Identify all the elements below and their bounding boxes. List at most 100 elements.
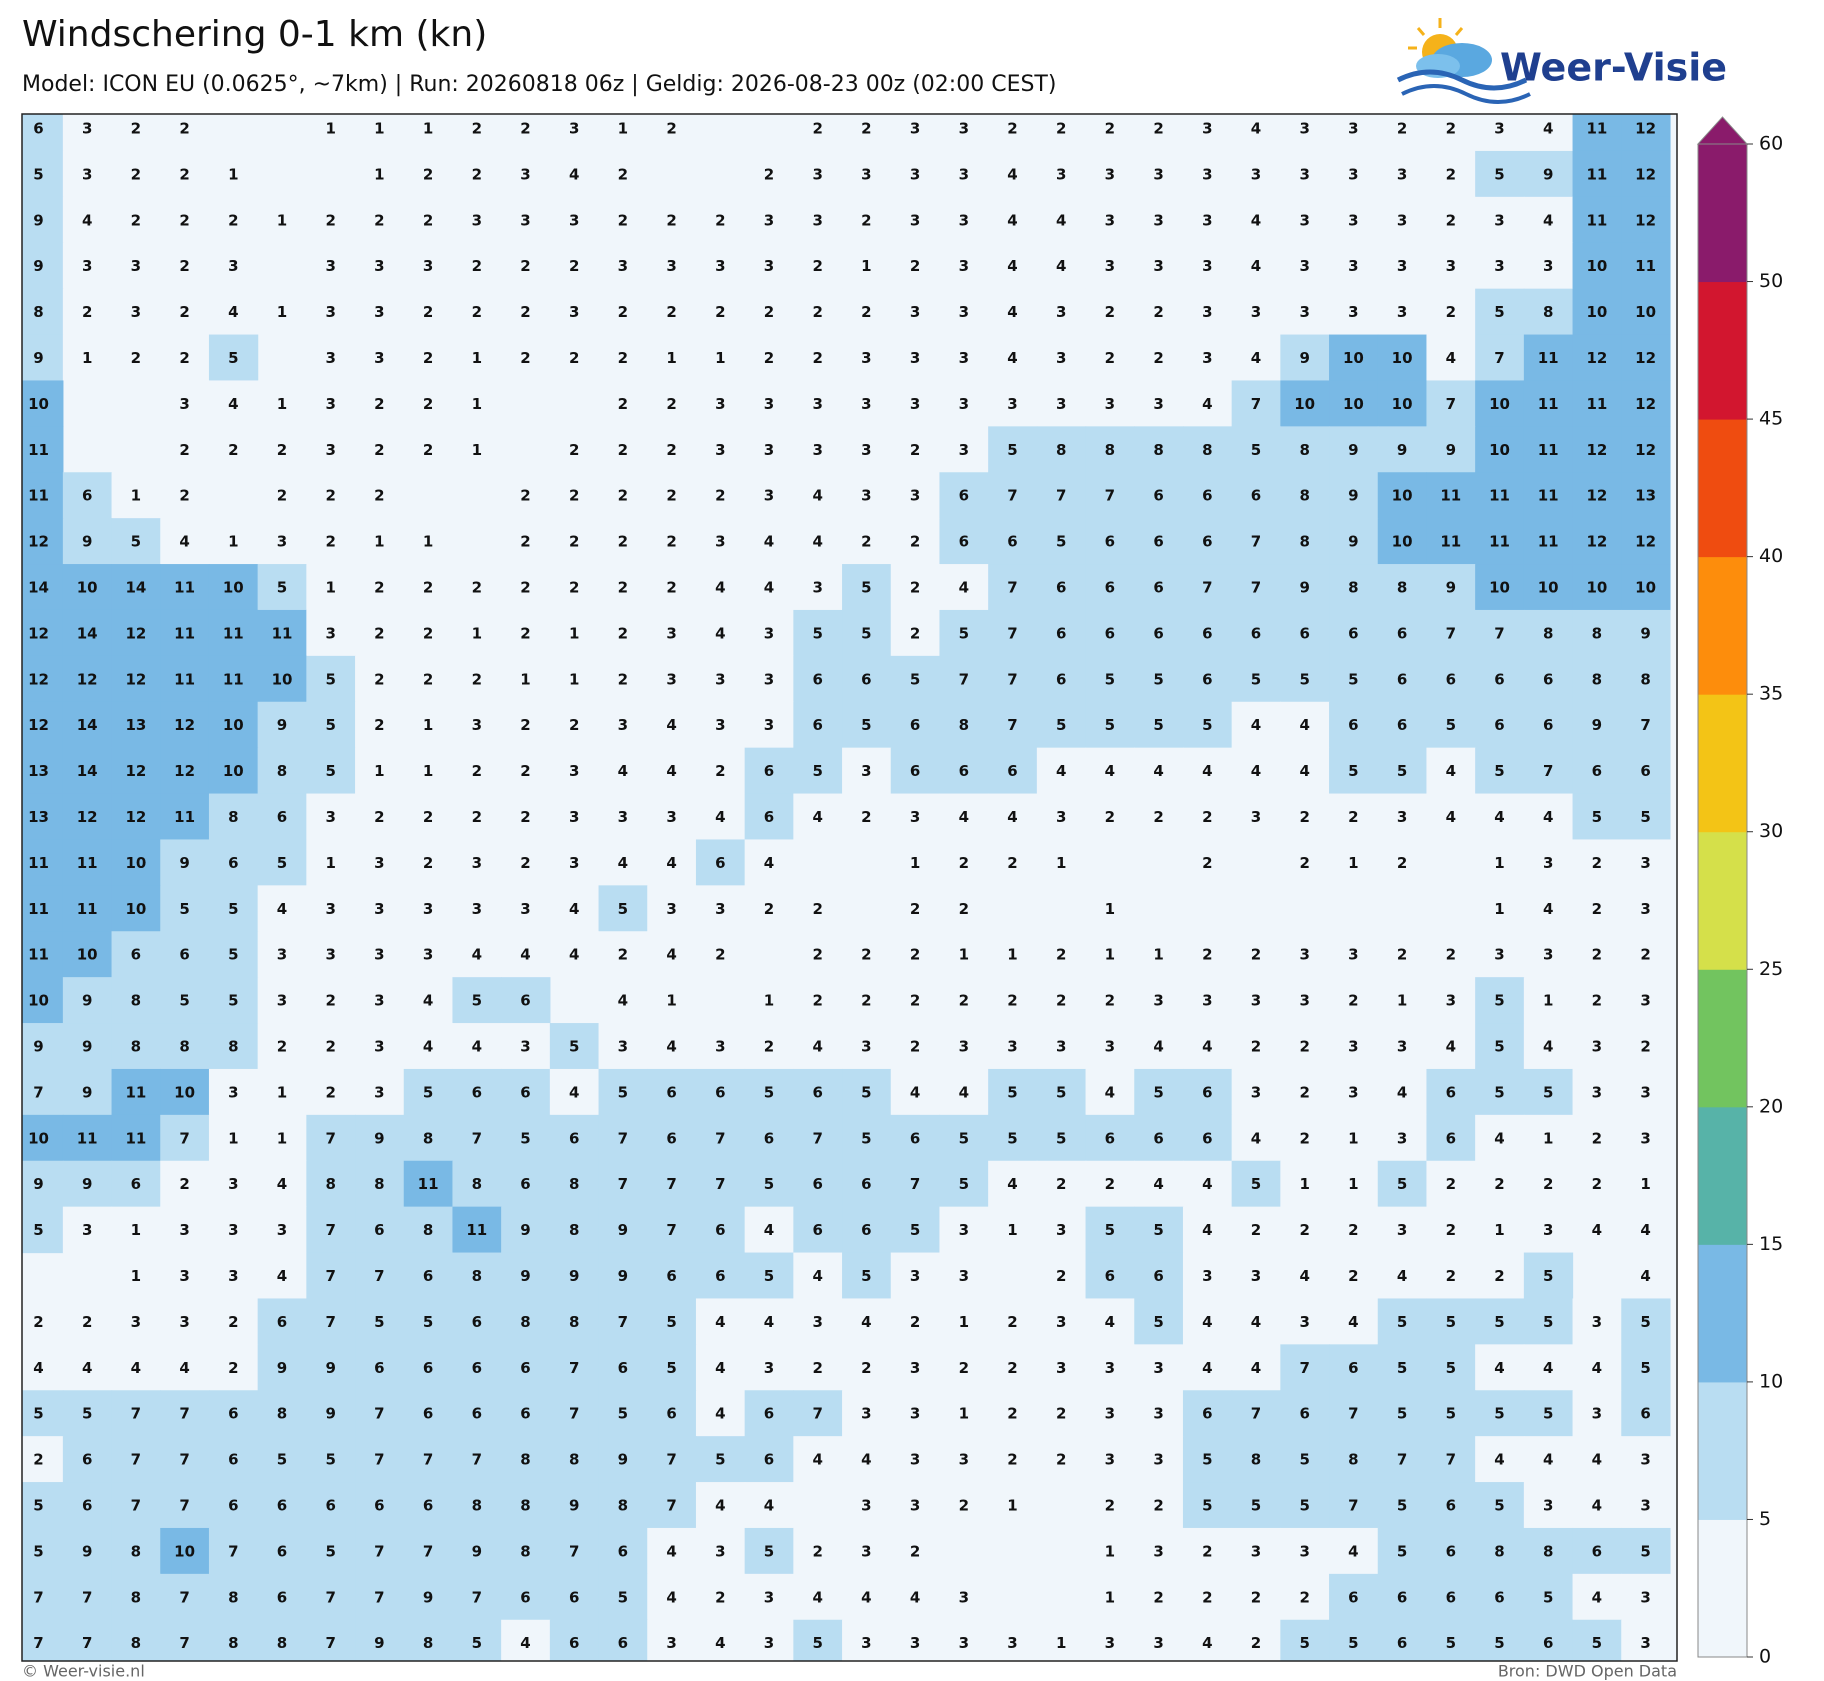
field-cell (1377, 1206, 1428, 1254)
value-label: 11 (223, 624, 244, 642)
value-label: 3 (910, 303, 920, 321)
value-label: 2 (1592, 854, 1602, 872)
value-label: 3 (1640, 1083, 1650, 1101)
field-cell (160, 150, 210, 198)
field-cell (890, 150, 941, 198)
field-cell (1329, 380, 1379, 427)
value-label: 1 (666, 992, 676, 1010)
value-label: 2 (861, 303, 871, 321)
value-label: 2 (1153, 349, 1163, 367)
value-label: 6 (472, 1083, 482, 1101)
value-label: 4 (1299, 716, 1309, 734)
value-label: 3 (520, 211, 530, 229)
field-cell (160, 977, 210, 1024)
value-label: 11 (1440, 487, 1461, 505)
value-label: 6 (618, 1634, 628, 1652)
value-label: 2 (423, 165, 433, 183)
value-label: 2 (910, 533, 920, 551)
value-label: 2 (179, 257, 189, 275)
field-cell (403, 1114, 454, 1162)
field-cell (1475, 1482, 1525, 1529)
value-label: 9 (1592, 716, 1602, 734)
value-label: 2 (1153, 303, 1163, 321)
field-cell (1572, 977, 1622, 1024)
field-cell (1572, 1206, 1622, 1254)
field-cell (306, 1436, 356, 1483)
field-cell (306, 839, 356, 886)
value-label: 3 (764, 1359, 774, 1377)
field-cell (111, 114, 161, 152)
field-cell (1280, 1160, 1330, 1208)
field-cell (355, 655, 405, 703)
field-cell (1621, 885, 1671, 932)
field-cell (1523, 334, 1574, 382)
field-cell (1572, 1160, 1622, 1208)
field-cell (257, 977, 307, 1024)
field-cell (1182, 1482, 1233, 1529)
field-cell (257, 1527, 307, 1575)
field-cell (549, 701, 600, 749)
value-label: 2 (569, 257, 579, 275)
field-cell (1475, 288, 1525, 336)
value-label: 8 (423, 1221, 433, 1239)
value-label: 3 (1348, 257, 1358, 275)
value-label: 1 (277, 1129, 287, 1147)
value-label: 2 (1202, 946, 1212, 964)
value-label: 8 (569, 1451, 579, 1469)
value-label: 3 (1105, 1634, 1115, 1652)
value-label: 3 (1007, 1038, 1017, 1056)
field-cell (598, 1206, 648, 1254)
value-label: 6 (1153, 533, 1163, 551)
value-label: 4 (520, 946, 530, 964)
value-label: 3 (228, 257, 238, 275)
value-label: 4 (1007, 303, 1017, 321)
value-label: 4 (1105, 1313, 1115, 1331)
field-cell (1475, 1527, 1525, 1575)
value-label: 3 (1153, 395, 1163, 413)
field-cell (939, 839, 989, 886)
value-label: 5 (1153, 1313, 1163, 1331)
field-cell (549, 1482, 600, 1529)
field-cell (1085, 150, 1135, 198)
field-cell (160, 114, 210, 152)
field-cell (355, 1344, 405, 1391)
value-label: 4 (1007, 257, 1017, 275)
field-cell (1475, 701, 1525, 749)
value-label: 2 (618, 624, 628, 642)
field-cell (1523, 1206, 1574, 1254)
field-cell (598, 1482, 648, 1529)
field-cell (501, 518, 551, 565)
field-cell (1621, 288, 1671, 336)
value-label: 6 (1543, 1634, 1553, 1652)
value-label: 2 (1446, 120, 1456, 138)
field-cell (403, 1344, 454, 1391)
field-cell (306, 931, 356, 978)
field-cell (1475, 1298, 1525, 1345)
field-cell (695, 426, 746, 473)
field-cell (501, 1160, 551, 1208)
field-cell (208, 1527, 259, 1575)
value-label: 9 (1299, 579, 1309, 597)
field-cell (1134, 1206, 1184, 1254)
field-cell (22, 1390, 64, 1437)
value-label: 10 (28, 992, 49, 1010)
field-cell (1523, 518, 1574, 565)
field-cell (939, 609, 989, 657)
field-cell (1475, 931, 1525, 978)
field-cell (1134, 114, 1184, 152)
value-label: 1 (228, 165, 238, 183)
field-cell (988, 334, 1038, 382)
map-frame (21, 113, 1678, 1662)
field-cell (1426, 1068, 1476, 1116)
field-cell (1231, 655, 1281, 703)
field-cell (1377, 1573, 1428, 1621)
field-cell (257, 885, 307, 932)
field-cell (1377, 1436, 1428, 1483)
value-label: 5 (33, 165, 43, 183)
value-label: 11 (77, 900, 98, 918)
field-cell (890, 1527, 941, 1575)
value-label: 3 (1299, 1542, 1309, 1560)
value-label: 2 (1397, 120, 1407, 138)
field-cell (1085, 380, 1135, 427)
value-label: 1 (959, 1405, 969, 1423)
